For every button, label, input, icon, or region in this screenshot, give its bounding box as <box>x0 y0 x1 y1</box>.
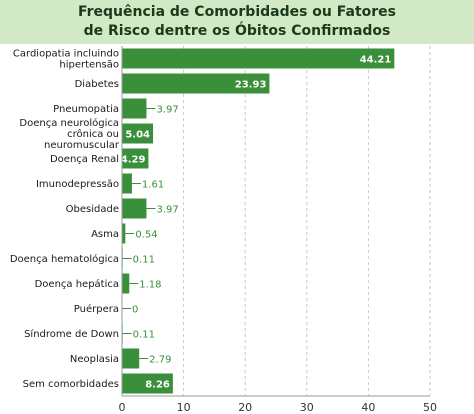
x-tick-label: 50 <box>423 401 437 414</box>
category-label: Doença hepática <box>35 278 119 290</box>
category-label: Imunodepressão <box>36 179 119 190</box>
x-tick-label: 20 <box>238 401 252 414</box>
chart-title-line-1: Frequência de Comorbidades ou Fatores <box>77 4 397 20</box>
data-label: 3.97 <box>156 205 178 216</box>
category-label: crônica ou <box>67 128 119 140</box>
category-label: Doença Renal <box>50 154 119 165</box>
data-label: 0 <box>132 305 138 316</box>
data-label: 4.29 <box>121 155 146 166</box>
chart-title-line-2: de Risco dentre os Óbitos Confirmados <box>83 23 391 39</box>
category-label: Síndrome de Down <box>24 328 119 340</box>
category-label: Cardiopatia incluindo <box>13 49 119 60</box>
category-label: Asma <box>91 229 119 240</box>
data-label: 8.26 <box>145 380 170 391</box>
bar <box>122 173 132 194</box>
data-label: 2.79 <box>149 355 171 366</box>
data-label: 44.21 <box>360 55 392 66</box>
bar <box>122 148 149 169</box>
bar <box>122 348 140 369</box>
data-label: 3.97 <box>156 105 178 116</box>
bar <box>122 73 270 94</box>
category-label: hipertensão <box>59 60 119 71</box>
data-label: 5.04 <box>125 130 150 141</box>
category-label: Diabetes <box>75 79 119 90</box>
category-label: Sem comorbidades <box>23 379 119 390</box>
bar <box>122 198 147 219</box>
data-label: 0.11 <box>133 255 155 266</box>
data-label: 23.93 <box>235 80 267 91</box>
chart-title: Frequência de Comorbidades ou Fatores de… <box>0 0 474 44</box>
bar <box>122 373 173 394</box>
bar <box>122 273 130 294</box>
x-tick-label: 0 <box>119 401 126 414</box>
category-label: Puérpera <box>74 303 119 315</box>
bar <box>122 48 395 69</box>
bar <box>122 98 147 119</box>
x-tick-label: 30 <box>300 401 314 414</box>
x-tick-label: 40 <box>361 401 375 414</box>
data-label: 1.18 <box>139 280 161 291</box>
bar <box>122 223 126 244</box>
category-label: Doença hematológica <box>10 253 119 265</box>
x-tick-label: 10 <box>177 401 191 414</box>
data-label: 1.61 <box>142 180 164 191</box>
category-label: neuromuscular <box>44 140 120 151</box>
data-label: 0.54 <box>135 230 157 241</box>
category-label: Obesidade <box>66 204 119 215</box>
category-label: Neoplasia <box>70 354 119 365</box>
bar <box>122 123 154 144</box>
category-label: Doença neurológica <box>19 117 119 129</box>
category-label: Pneumopatia <box>53 104 119 115</box>
data-label: 0.11 <box>133 330 155 341</box>
